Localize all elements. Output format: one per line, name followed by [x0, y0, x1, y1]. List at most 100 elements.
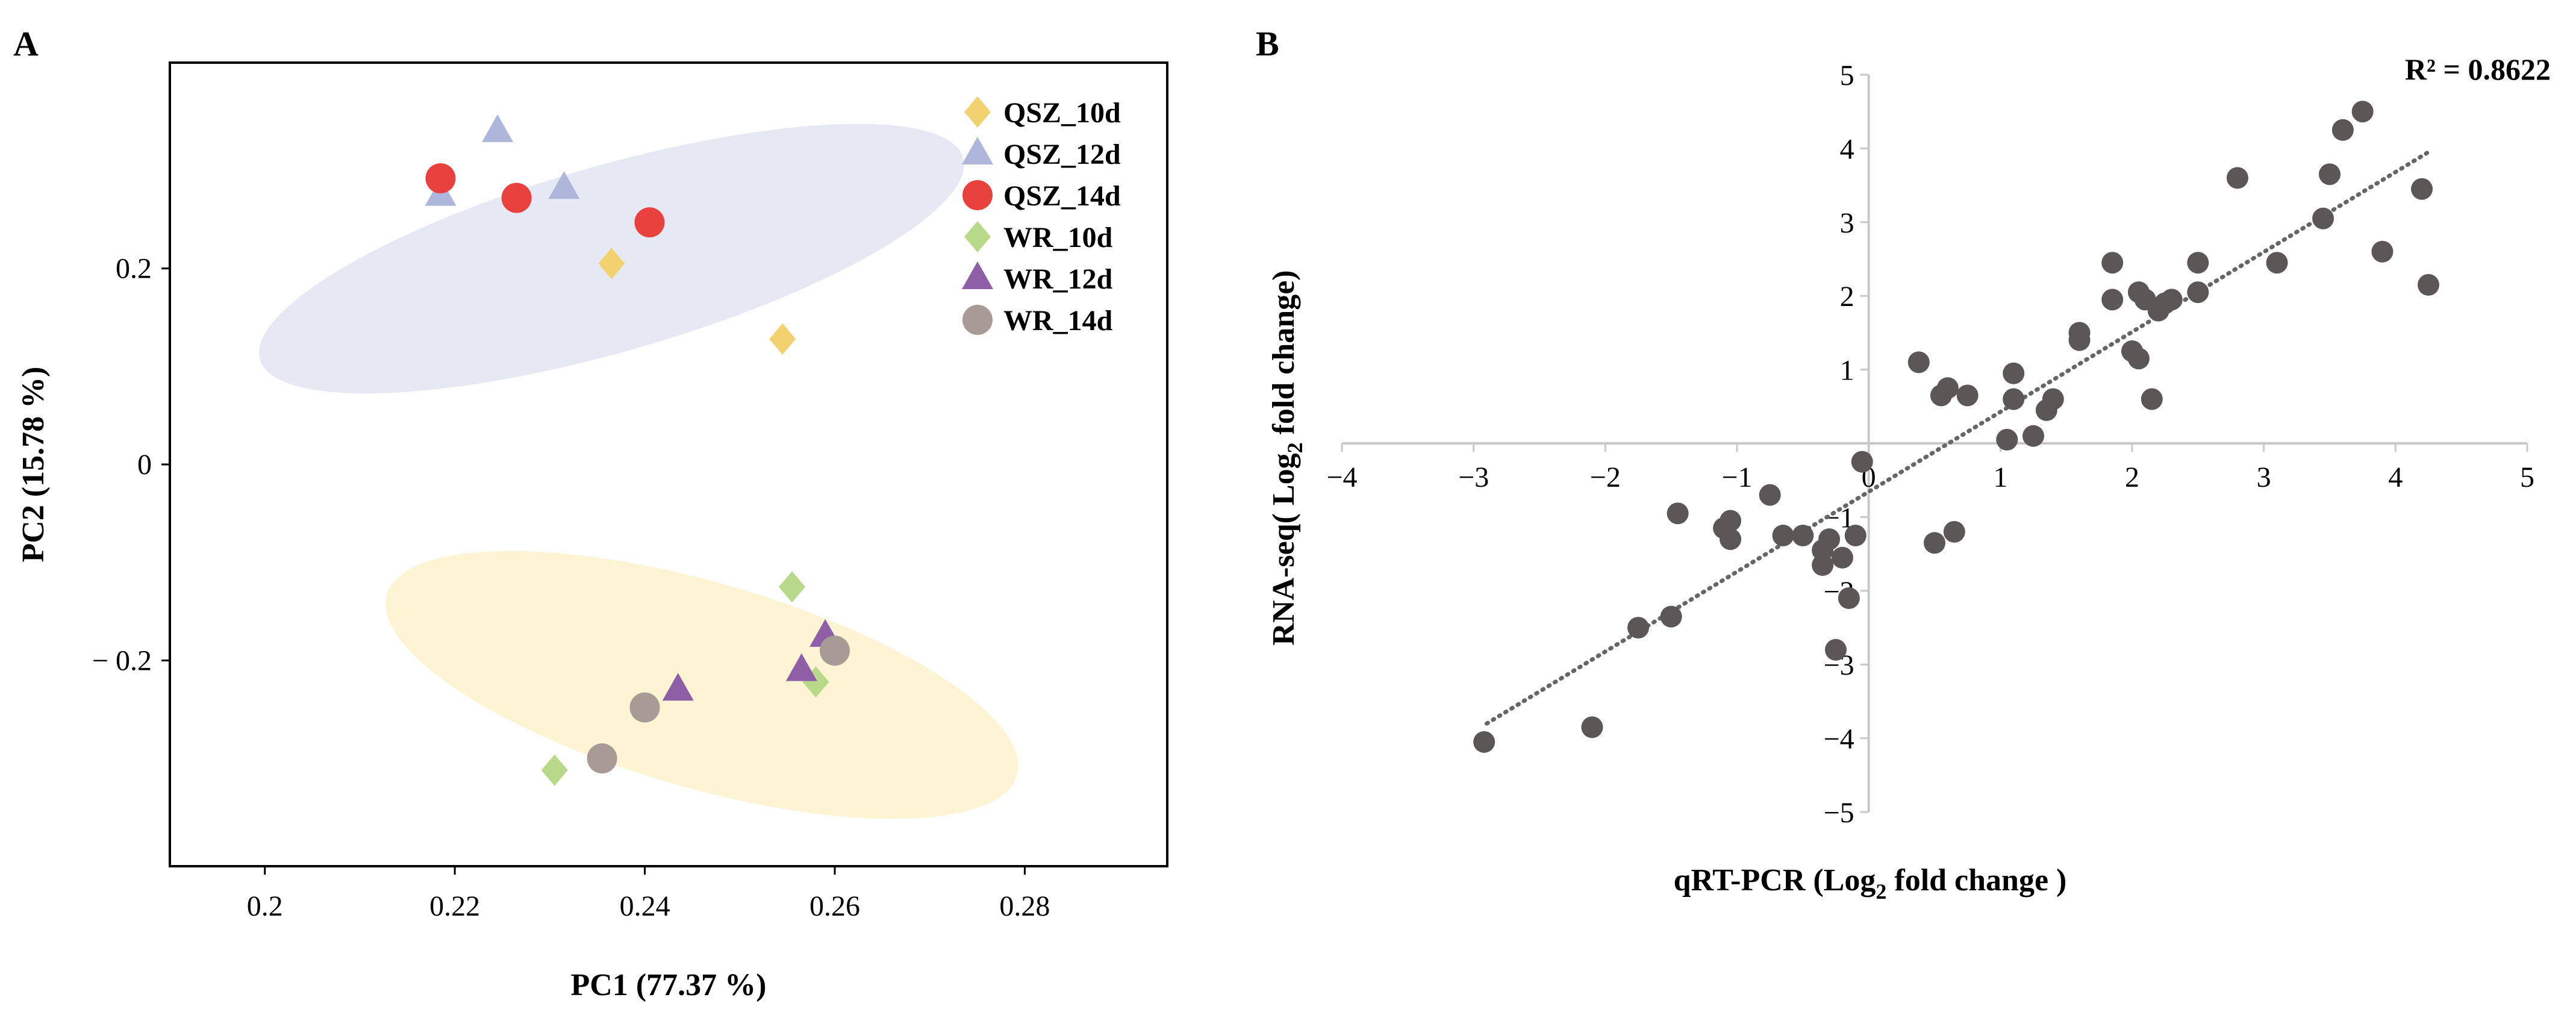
correlation-point — [2418, 273, 2439, 296]
correlation-point — [1660, 605, 1682, 628]
correlation-point — [1851, 451, 1873, 473]
pca-panel: A 0.2 0.22 0.24 0.26 0.280.20− 0.2 QSZ_10dQS… — [13, 24, 1168, 1002]
correlation-point — [2042, 388, 2064, 410]
pca-point-wr-14d — [629, 692, 660, 723]
pca-point-qsz-14d — [634, 207, 665, 238]
correlation-point — [2101, 289, 2124, 311]
correlation-point — [2266, 252, 2288, 274]
pca-point-wr-10d — [779, 571, 806, 603]
correlation-x-tick-label: 1 — [1993, 461, 2007, 493]
pca-point-qsz-10d — [598, 248, 625, 280]
correlation-point — [1943, 520, 1965, 543]
pca-y-tick-label: − 0.2 — [92, 645, 152, 676]
correlation-point — [1792, 525, 1814, 546]
pca-point-qsz-12d — [548, 171, 580, 199]
pca-x-tick-label: 0.22 — [429, 890, 480, 922]
correlation-point — [2312, 207, 2334, 230]
legend-marker-qsz-10d — [964, 96, 991, 128]
legend-label-qsz-14d: QSZ_14d — [1003, 180, 1121, 212]
legend-label-qsz-10d: QSZ_10d — [1003, 97, 1121, 129]
legend-marker-wr-12d — [962, 261, 993, 289]
correlation-point — [1772, 525, 1794, 546]
legend-label-wr-12d: WR_12d — [1003, 263, 1113, 295]
correlation-y-tick-label: −5 — [1824, 797, 1854, 829]
correlation-point — [1844, 525, 1867, 546]
legend-label-qsz-12d: QSZ_12d — [1003, 139, 1121, 170]
correlation-point — [2371, 240, 2394, 263]
pca-x-tick-label: 0.24 — [620, 890, 670, 922]
correlation-y-tick-label: −4 — [1824, 723, 1854, 755]
correlation-point — [2331, 119, 2354, 141]
legend-marker-wr-10d — [964, 221, 991, 252]
correlation-point — [1473, 731, 1495, 753]
correlation-points — [1473, 101, 2439, 753]
correlation-point — [1956, 384, 1979, 407]
correlation-x-tick-label: 5 — [2520, 461, 2534, 493]
correlation-point — [1825, 639, 1847, 661]
correlation-y-axis-title: RNA-seq( Log2 fold change) — [1267, 270, 1307, 645]
correlation-point — [1720, 528, 1742, 551]
pca-y-tick-label: 0 — [137, 449, 152, 481]
correlation-x-tick-label: −3 — [1458, 461, 1489, 493]
correlation-point — [1996, 428, 2018, 451]
panel-b-label: B — [1256, 24, 1279, 63]
pca-point-wr-12d — [785, 653, 817, 681]
correlation-point — [2411, 178, 2433, 200]
correlation-y-tick-label: 2 — [1840, 281, 1854, 313]
pca-point-wr-12d — [662, 673, 694, 701]
x-title-part1: qRT-PCR (Log — [1674, 863, 1876, 898]
pca-point-wr-14d — [587, 743, 617, 774]
correlation-y-tick-label: 1 — [1840, 355, 1854, 387]
pca-legend: QSZ_10d QSZ_12d QSZ_14d WR_10d WR_12d WR_14d — [962, 96, 1121, 337]
pca-point-wr-10d — [541, 754, 568, 786]
legend-label-wr-10d: WR_10d — [1003, 222, 1113, 254]
pca-x-axis-title: PC1 (77.37 %) — [571, 968, 767, 1002]
correlation-point — [1936, 377, 1959, 399]
pca-x-tick-label: 0.28 — [999, 890, 1050, 922]
correlation-y-tick-label: 3 — [1840, 207, 1854, 239]
y-title-subscript: 2 — [1283, 442, 1307, 453]
correlation-x-tick-label: 3 — [2257, 461, 2271, 493]
correlation-point — [2068, 322, 2091, 344]
correlation-x-tick-label: 2 — [2125, 461, 2139, 493]
pca-point-qsz-10d — [769, 323, 796, 355]
correlation-y-tick-label: 5 — [1840, 60, 1854, 92]
correlation-point — [2022, 425, 2044, 447]
correlation-point — [1838, 587, 1860, 610]
correlation-point — [1907, 351, 1930, 373]
pca-point-wr-14d — [820, 636, 850, 666]
legend-marker-wr-14d — [962, 305, 993, 335]
correlation-point — [2003, 362, 2025, 384]
correlation-point — [2127, 348, 2150, 370]
pca-points — [425, 114, 850, 786]
x-title-subscript: 2 — [1876, 879, 1886, 904]
correlation-x-tick-label: −1 — [1721, 461, 1752, 493]
x-title-part2: fold change ) — [1886, 863, 2066, 898]
legend-label-wr-14d: WR_14d — [1003, 305, 1113, 337]
correlation-point — [1720, 510, 1742, 532]
correlation-point — [2187, 281, 2209, 304]
pca-point-qsz-14d — [425, 163, 456, 193]
legend-marker-qsz-12d — [962, 137, 993, 164]
correlation-x-tick-label: −4 — [1326, 461, 1357, 493]
correlation-y-tick-label: 4 — [1840, 133, 1854, 165]
pca-point-qsz-14d — [501, 183, 532, 213]
correlation-point — [1667, 502, 1689, 525]
r-squared-annotation: R² = 0.8622 — [2405, 52, 2551, 86]
ellipse-wr — [385, 551, 1018, 819]
pca-point-qsz-12d — [482, 114, 514, 142]
correlation-point — [1818, 528, 1841, 551]
correlation-point — [1924, 532, 1945, 554]
correlation-point — [1831, 546, 1853, 569]
pca-y-axis-title: PC2 (15.78 %) — [16, 367, 51, 563]
correlation-x-tick-label: 4 — [2388, 461, 2403, 493]
correlation-point — [2226, 167, 2248, 189]
pca-y-tick-label: 0.2 — [116, 253, 152, 285]
correlation-point — [1627, 617, 1649, 639]
correlation-point — [1759, 484, 1781, 506]
correlation-x-axis-title: qRT-PCR (Log2 fold change ) — [1674, 863, 2067, 904]
pca-x-tick-label: 0.26 — [809, 890, 860, 922]
